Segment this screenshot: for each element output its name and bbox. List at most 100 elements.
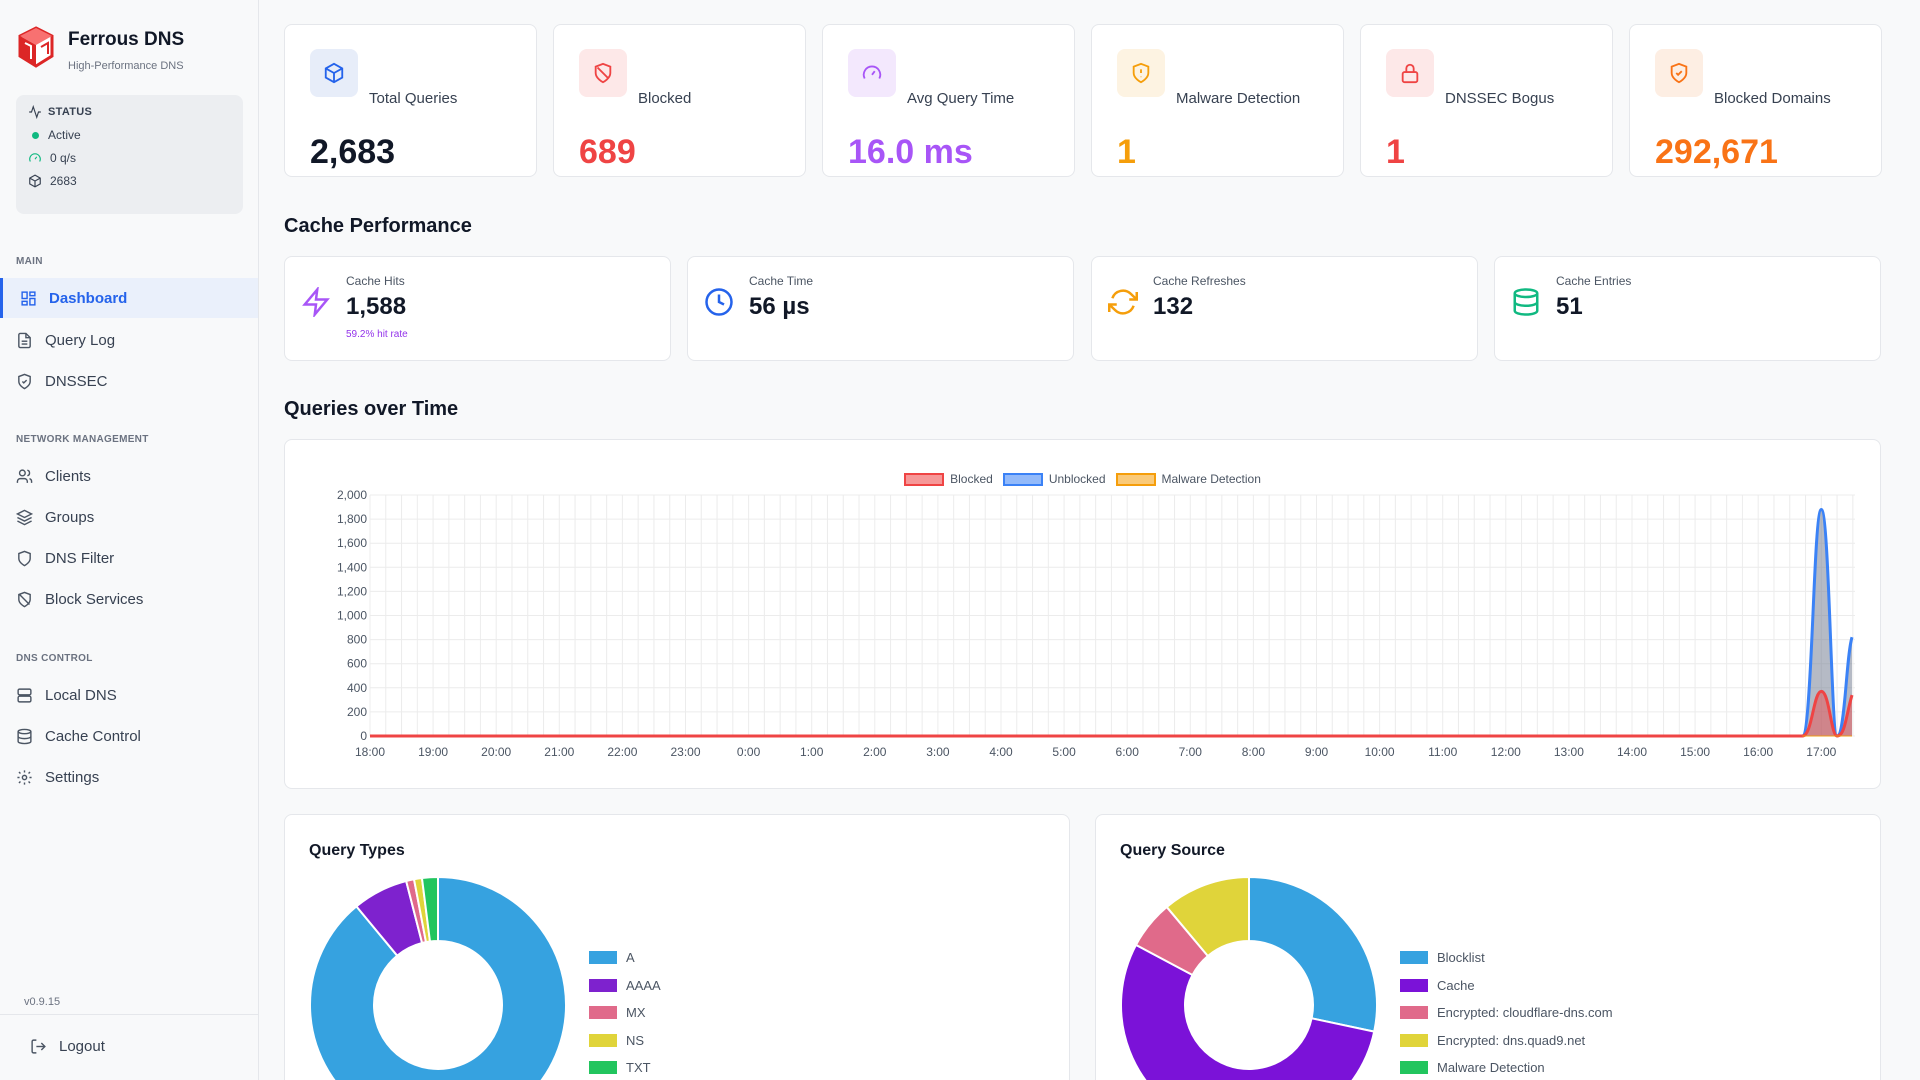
pie-legend-label: MX bbox=[626, 1005, 646, 1021]
cache-card-refreshes: Cache Refreshes 132 bbox=[1091, 256, 1478, 361]
logo-icon bbox=[18, 26, 54, 68]
pie-slice bbox=[1165, 875, 1250, 958]
x-tick-label: 0:00 bbox=[737, 745, 761, 759]
pie-legend-label: AAAA bbox=[626, 977, 661, 993]
x-tick-label: 13:00 bbox=[1554, 745, 1584, 759]
y-tick-label: 600 bbox=[347, 657, 367, 671]
pie-legend-label: Encrypted: cloudflare-dns.com bbox=[1437, 1005, 1613, 1021]
legend-item-malware[interactable]: Malware Detection bbox=[1115, 472, 1261, 486]
pie-legend-item[interactable]: Cache bbox=[1400, 972, 1613, 1000]
sidebar-item-local-dns[interactable]: Local DNS bbox=[0, 675, 258, 715]
cache-value: 1,588 bbox=[346, 293, 407, 320]
queries-chart: 0 200 400 600 800 1,000 1,200 1,400 1,600 1,800 2,… bbox=[337, 488, 1855, 759]
pie-legend-item[interactable]: A bbox=[589, 944, 661, 972]
pie-legend-item[interactable]: Blocklist bbox=[1400, 944, 1613, 972]
cache-label: Cache Refreshes bbox=[1153, 274, 1246, 288]
gauge-icon bbox=[29, 153, 41, 162]
database-icon bbox=[1513, 288, 1539, 316]
sidebar-item-dashboard[interactable]: Dashboard bbox=[0, 278, 258, 318]
shield-check-icon bbox=[1670, 62, 1688, 84]
pie-legend-label: NS bbox=[626, 1032, 645, 1048]
pie-legend-item[interactable]: TXT bbox=[589, 1054, 661, 1080]
shield-off-icon bbox=[18, 591, 31, 607]
sidebar-item-settings[interactable]: Settings bbox=[0, 757, 258, 797]
server-icon bbox=[17, 687, 32, 703]
x-tick-label: 22:00 bbox=[607, 745, 637, 759]
query-types-chart bbox=[309, 875, 567, 1080]
y-tick-label: 1,400 bbox=[337, 560, 367, 574]
cache-value: 132 bbox=[1153, 293, 1194, 320]
section-title-cache: Cache Performance bbox=[284, 215, 472, 237]
sidebar-item-dnssec[interactable]: DNSSEC bbox=[0, 361, 258, 401]
y-tick-label: 0 bbox=[360, 729, 367, 743]
sidebar-item-clients[interactable]: Clients bbox=[0, 456, 258, 496]
cache-hit-rate: 59.2% hit rate bbox=[346, 329, 408, 340]
legend-label: Malware Detection bbox=[1161, 472, 1261, 486]
zap-icon bbox=[302, 287, 330, 317]
sidebar-item-label: Dashboard bbox=[49, 289, 128, 307]
stat-label: Blocked bbox=[638, 90, 692, 107]
cache-value: 56 µs bbox=[749, 293, 810, 320]
x-tick-label: 6:00 bbox=[1116, 745, 1140, 759]
legend-swatch bbox=[904, 472, 945, 486]
legend-item-unblocked[interactable]: Unblocked bbox=[1002, 472, 1106, 486]
status-panel: STATUS Active 0 q/s 2683 bbox=[16, 95, 243, 214]
stat-label: DNSSEC Bogus bbox=[1445, 90, 1555, 107]
legend-item-blocked[interactable]: Blocked bbox=[904, 472, 993, 486]
pie-legend-item[interactable]: NS bbox=[589, 1027, 661, 1055]
logout-button[interactable]: Logout bbox=[30, 1038, 105, 1055]
pie-legend-item[interactable]: Malware Detection bbox=[1400, 1054, 1613, 1080]
y-tick-label: 1,800 bbox=[337, 512, 367, 526]
sidebar-item-label: Query Log bbox=[45, 331, 116, 349]
stat-value: 1 bbox=[1117, 133, 1136, 171]
stat-card-total-queries: Total Queries 2,683 bbox=[284, 24, 537, 177]
x-tick-label: 23:00 bbox=[670, 745, 700, 759]
shield-off-icon bbox=[594, 62, 612, 84]
pie-legend-item[interactable]: Encrypted: dns.quad9.net bbox=[1400, 1027, 1613, 1055]
cache-card-time: Cache Time 56 µs bbox=[687, 256, 1074, 361]
refresh-icon bbox=[1108, 289, 1138, 315]
sidebar-item-cache-control[interactable]: Cache Control bbox=[0, 716, 258, 756]
pie-legend-label: TXT bbox=[626, 1060, 651, 1076]
brand[interactable]: Ferrous DNS High-Performance DNS bbox=[17, 26, 184, 72]
main-content: Total Queries 2,683 Blocked 689 Avg Quer… bbox=[259, 0, 1900, 1080]
layers-icon bbox=[16, 509, 33, 525]
stat-card-blocked: Blocked 689 bbox=[553, 24, 806, 177]
stat-value: 689 bbox=[579, 133, 636, 171]
status-count: 2683 bbox=[50, 174, 77, 188]
sidebar-item-label: Block Services bbox=[45, 590, 144, 608]
pie-slice bbox=[420, 875, 439, 943]
cache-value: 51 bbox=[1556, 293, 1583, 320]
sidebar-item-dns-filter[interactable]: DNS Filter bbox=[0, 538, 258, 578]
y-tick-label: 1,200 bbox=[337, 584, 367, 598]
gear-icon bbox=[17, 769, 32, 785]
query-source-chart bbox=[1120, 875, 1378, 1080]
pie-title: Query Source bbox=[1120, 842, 1225, 859]
stat-label: Avg Query Time bbox=[907, 90, 1015, 107]
legend-label: Unblocked bbox=[1048, 472, 1106, 486]
queries-chart-card: Blocked Unblocked Malware Detection 0 200… bbox=[284, 439, 1881, 789]
pie-legend-item[interactable]: Encrypted: cloudflare-dns.com bbox=[1400, 999, 1613, 1027]
y-tick-label: 1,600 bbox=[337, 536, 367, 550]
pie-slice bbox=[1248, 875, 1378, 1033]
x-tick-label: 9:00 bbox=[1305, 745, 1329, 759]
shield-check-icon bbox=[18, 373, 31, 389]
sidebar-item-groups[interactable]: Groups bbox=[0, 497, 258, 537]
pie-legend-label: Blocklist bbox=[1437, 950, 1485, 966]
logout-label: Logout bbox=[59, 1038, 105, 1055]
x-tick-label: 7:00 bbox=[1179, 745, 1203, 759]
sidebar-item-label: Settings bbox=[45, 768, 100, 786]
pie-legend-item[interactable]: MX bbox=[589, 999, 661, 1027]
stat-value: 16.0 ms bbox=[848, 133, 973, 171]
status-heading: STATUS bbox=[48, 106, 93, 118]
sidebar-item-query-log[interactable]: Query Log bbox=[0, 320, 258, 360]
series-line-unblocked bbox=[370, 507, 1854, 738]
legend-label: Blocked bbox=[950, 472, 993, 486]
shield-alert-icon bbox=[1132, 62, 1150, 84]
status-rate: 0 q/s bbox=[50, 151, 77, 165]
activity-icon bbox=[29, 105, 41, 119]
x-tick-label: 18:00 bbox=[355, 745, 385, 759]
x-tick-label: 12:00 bbox=[1491, 745, 1521, 759]
pie-legend-item[interactable]: AAAA bbox=[589, 972, 661, 1000]
sidebar-item-block-services[interactable]: Block Services bbox=[0, 579, 258, 619]
